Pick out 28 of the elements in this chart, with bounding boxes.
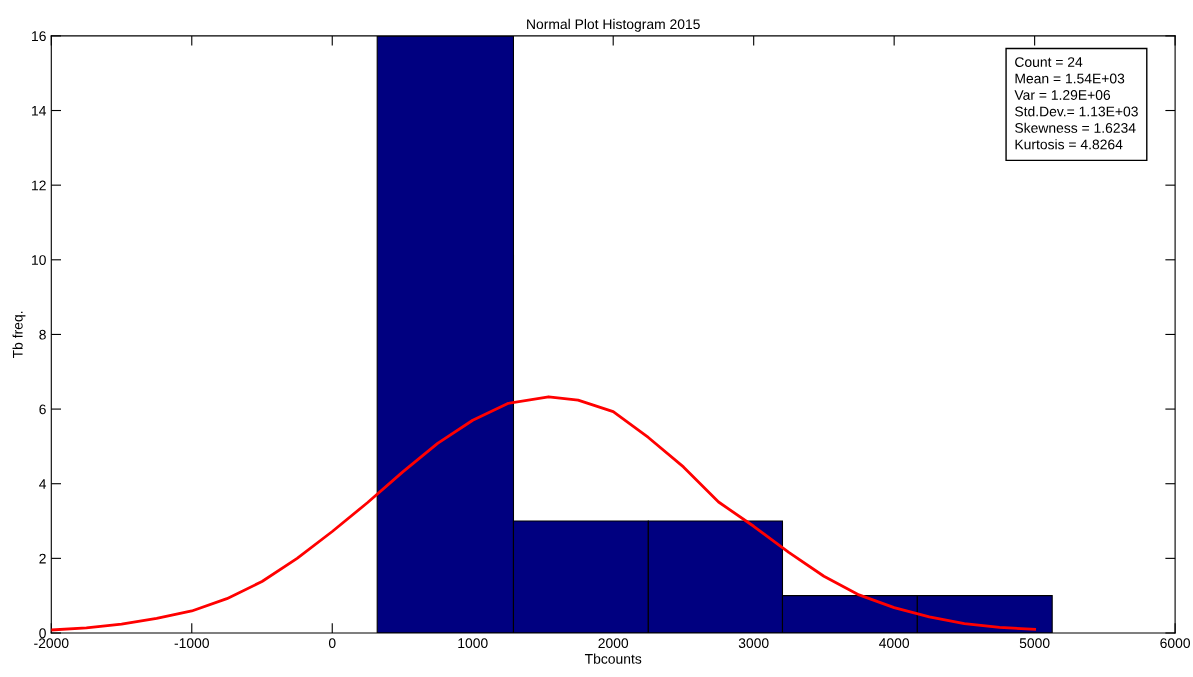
annotation: Var = 1.29E+06 [1014,90,1111,100]
annotation: Std.Dev.= 1.13E+03 [1015,106,1138,117]
y-tick-label: 0 [39,628,46,639]
annotation: Count = 24 [1015,57,1083,67]
x-tick-label: 1000 [458,638,488,649]
y-tick-label: 10 [32,255,46,265]
annotation: Skewness = 1.6234 [1015,122,1136,133]
y-tick-label: 2 [39,553,46,564]
y-tick-label: 6 [39,404,46,415]
x-axis-title: Tbcounts [584,653,642,664]
y-tick-label: 16 [32,31,46,42]
y-tick-label: 8 [39,329,46,340]
y-axis-title: Tb freq. [12,311,26,359]
annotation: Kurtosis = 4.8264 [1015,139,1123,150]
x-tick-label: 4000 [879,638,910,649]
chart-title: Normal Plot Histogram 2015 [527,18,700,32]
x-tick-label: -1000 [174,638,209,649]
annotation: Mean = 1.54E+03 [1015,73,1125,84]
x-tick-label: 3000 [738,638,769,649]
x-tick-label: 5000 [1019,638,1050,649]
y-tick-label: 4 [39,479,47,489]
y-tick-label: 14 [32,106,47,116]
line-series [51,395,1037,632]
x-tick-label: -2000 [34,638,69,649]
y-tick-label: 12 [32,180,46,191]
x-tick-label: 6000 [1160,638,1191,649]
x-tick-label: 0 [328,638,336,649]
x-tick-label: 2000 [598,638,629,649]
